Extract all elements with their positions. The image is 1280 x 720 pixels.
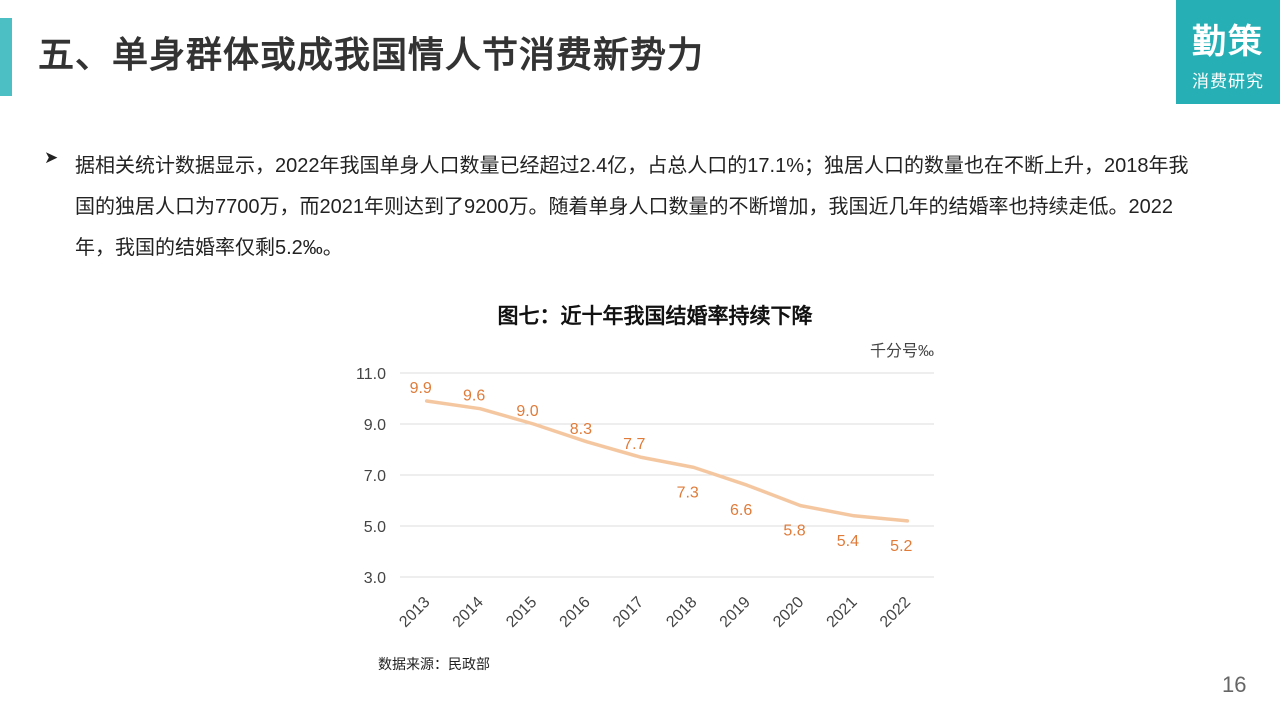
y-axis-ticks: 11.0 9.0 7.0 5.0 3.0 <box>356 366 386 587</box>
y-tick-label: 7.0 <box>364 468 386 485</box>
bullet-paragraph: ➤ 据相关统计数据显示，2022年我国单身人口数量已经超过2.4亿，占总人口的1… <box>44 146 1194 269</box>
x-tick-label: 2020 <box>770 594 807 631</box>
x-axis-ticks: 2013 2014 2015 2016 2017 2018 2019 2020 2021 2022 <box>396 594 914 631</box>
y-tick-label: 11.0 <box>356 366 386 383</box>
x-tick-label: 2014 <box>450 594 487 631</box>
grid-lines <box>400 372 934 578</box>
source-note: 数据来源：民政部 <box>378 656 490 672</box>
data-label: 7.3 <box>677 484 699 501</box>
data-labels: 9.9 9.6 9.0 8.3 7.7 7.3 6.6 5.8 5.4 5.2 <box>410 380 913 555</box>
data-label: 9.9 <box>410 380 432 397</box>
x-tick-label: 2018 <box>663 594 700 631</box>
data-label: 5.4 <box>837 533 859 550</box>
x-tick-label: 2013 <box>396 594 433 631</box>
y-tick-label: 3.0 <box>364 570 386 587</box>
bullet-text: 据相关统计数据显示，2022年我国单身人口数量已经超过2.4亿，占总人口的17.… <box>75 155 1189 259</box>
chart-title: 图七：近十年我国结婚率持续下降 <box>497 305 813 328</box>
y-tick-label: 5.0 <box>364 519 386 536</box>
brand-subtitle: 消费研究 <box>1192 72 1264 91</box>
data-label: 7.7 <box>623 436 645 453</box>
x-tick-label: 2016 <box>557 594 594 631</box>
x-tick-label: 2015 <box>503 594 540 631</box>
data-label: 8.3 <box>570 421 592 438</box>
data-label: 6.6 <box>730 502 752 519</box>
brand-name: 勤策 <box>1192 22 1264 62</box>
x-tick-label: 2017 <box>610 594 647 631</box>
data-label: 5.2 <box>890 538 912 555</box>
arrow-bullet-icon: ➤ <box>44 148 59 167</box>
page-number: 16 <box>1222 672 1247 697</box>
data-label: 9.0 <box>516 403 538 420</box>
x-tick-label: 2021 <box>824 594 861 631</box>
brand-logo: 勤策 消费研究 <box>1176 0 1280 104</box>
page-title: 五、单身群体或成我国情人节消费新势力 <box>38 34 705 75</box>
series-line <box>424 399 910 523</box>
data-label: 5.8 <box>783 523 805 540</box>
title-accent-bar <box>0 18 12 96</box>
data-label: 9.6 <box>463 388 485 405</box>
x-tick-label: 2019 <box>717 594 754 631</box>
marriage-rate-line-chart: 千分号‰ 11.0 9.0 7.0 5.0 3.0 9.9 9.6 9.0 8.3 7.7 7.3… <box>356 342 934 631</box>
x-tick-label: 2022 <box>877 594 914 631</box>
unit-label: 千分号‰ <box>870 342 934 360</box>
y-tick-label: 9.0 <box>364 417 386 434</box>
